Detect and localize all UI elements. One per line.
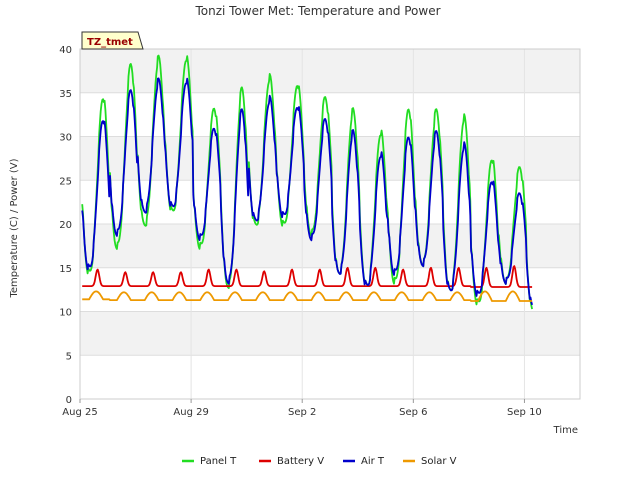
series-line-solar-v (82, 290, 533, 302)
y-tick-label: 10 (59, 308, 72, 319)
legend-label: Air T (361, 456, 385, 467)
y-tick-label: 35 (59, 89, 72, 100)
plot-border (79, 48, 581, 400)
x-axis-title: Time (553, 425, 578, 436)
x-axis-ticks: Aug 25 Aug 29 Sep 2 Sep 6 Sep 10 (62, 399, 542, 418)
site-tag-label: TZ_tmet (87, 37, 133, 48)
x-tick-label: Aug 29 (173, 407, 208, 418)
y-tick-label: 15 (59, 264, 72, 275)
plot-band (80, 49, 580, 93)
y-tick-label: 30 (59, 133, 72, 144)
legend: Panel T Battery V Air T Solar V (182, 456, 457, 467)
x-tick-label: Sep 10 (507, 407, 542, 418)
plot-band (80, 224, 580, 268)
x-tick-label: Aug 25 (62, 407, 97, 418)
chart-title: Tonzi Tower Met: Temperature and Power (194, 4, 440, 18)
series-lines (81, 54, 533, 310)
y-axis-ticks: 0 5 10 15 20 25 30 35 40 (59, 45, 72, 406)
site-tag: TZ_tmet (81, 31, 144, 50)
y-axis-title: Temperature (C) / Power (V) (9, 158, 20, 298)
y-tick-label: 25 (59, 176, 72, 187)
x-tick-label: Sep 6 (399, 407, 427, 418)
y-tick-label: 40 (59, 45, 72, 56)
y-tick-label: 0 (66, 395, 72, 406)
series-line-air-t (81, 77, 533, 306)
legend-label: Panel T (200, 456, 237, 467)
legend-label: Solar V (421, 456, 457, 467)
y-tick-label: 5 (66, 351, 72, 362)
series-line-battery-v (82, 265, 533, 288)
legend-label: Battery V (277, 456, 324, 467)
y-tick-label: 20 (59, 220, 72, 231)
plot-band (80, 311, 580, 356)
x-tick-label: Sep 2 (288, 407, 316, 418)
